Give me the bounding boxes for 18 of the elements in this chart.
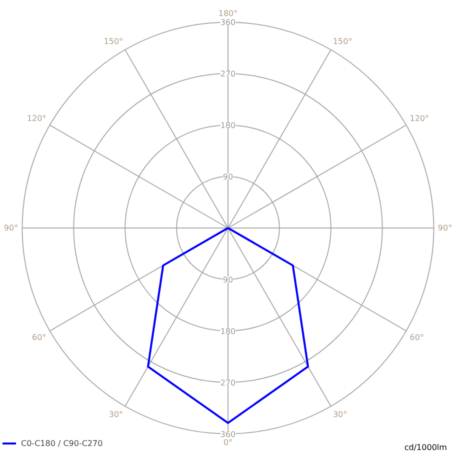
spoke-label: 150°: [104, 37, 124, 46]
spoke-label: 120°: [410, 114, 430, 124]
y-tick-label: 360: [220, 18, 236, 28]
spoke-label: 90°: [4, 224, 18, 232]
spoke-label: 150°: [332, 37, 352, 46]
spoke-label: 90°: [438, 224, 452, 232]
spoke-label: 0°: [223, 438, 233, 447]
y-tick-label: 180: [220, 121, 236, 130]
spoke-label: 30°: [108, 410, 124, 419]
text: cd/1000lm: [404, 443, 448, 452]
spoke-label: 120°: [26, 114, 46, 124]
spoke-label: 60°: [410, 332, 424, 342]
legend-label: C0-C180 / C90-C270: [21, 438, 103, 448]
y-tick-label: 90: [222, 172, 234, 182]
spoke-label: 180°: [218, 9, 238, 18]
spoke-label: 30°: [332, 410, 348, 419]
y-tick-label: 270: [220, 70, 236, 79]
spoke-label: 60°: [32, 332, 46, 342]
